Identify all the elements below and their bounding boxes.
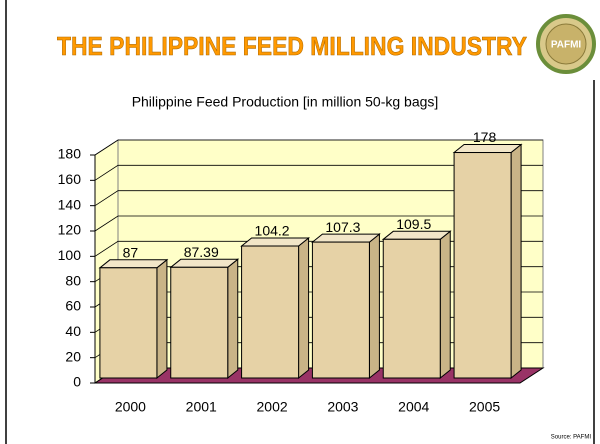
x-tick-label: 2005 [469,399,500,415]
bar-side [439,230,451,380]
x-tick-label: 2001 [186,399,217,415]
x-tick-label: 2002 [257,399,288,415]
value-label: 104.2 [255,223,290,239]
bar-top [452,144,523,154]
value-label: 107.3 [325,219,360,235]
grid-line [94,164,543,181]
bar-top [381,230,452,240]
bar-top [240,237,311,247]
grid-line [94,215,543,232]
value-label: 87 [123,245,139,261]
y-tick-label: 100 [58,247,82,263]
plot: 0 20 40 60 80 100 120 140 160 180 2000 87 2001 87.39 2… [58,129,545,415]
y-tick-label: 180 [58,146,82,162]
grid-line [94,139,543,156]
value-label: 87.39 [184,244,219,260]
grid-line [94,190,543,207]
bar-top [310,233,381,243]
bar [241,245,300,379]
y-tick-label: 40 [65,323,81,339]
logo-inner [545,23,587,65]
bar [170,266,229,379]
x-tick-label: 2004 [398,399,429,415]
bar-side [227,258,239,380]
y-tick-label: 140 [58,196,82,212]
bar [311,241,370,379]
y-tick-label: 120 [58,222,82,238]
y-tick-label: 60 [65,298,81,314]
bar-top [98,259,169,269]
slide-title: THE PHILIPPINE FEED MILLING INDUSTRY [57,31,527,61]
bar [453,152,512,379]
x-tick-label: 2003 [327,399,358,415]
x-tick-label: 2000 [115,399,146,415]
logo-text: PAFMI [551,40,582,51]
bar-side [368,233,380,380]
bar-top [169,258,240,268]
y-tick-label: 80 [65,272,81,288]
y-tick-label: 0 [73,374,81,390]
y-tick-label: 160 [58,171,82,187]
value-label: 178 [473,129,497,145]
chart-subtitle: Philippine Feed Production [in million 5… [132,94,439,110]
source-note: Source: PAFMI [551,435,592,441]
value-label: 109.5 [396,216,431,232]
bar [382,238,441,379]
bar-side [298,236,310,380]
bar-side [156,258,168,380]
bar-side [510,143,522,380]
bar [99,267,158,379]
y-tick-label: 20 [65,348,81,364]
